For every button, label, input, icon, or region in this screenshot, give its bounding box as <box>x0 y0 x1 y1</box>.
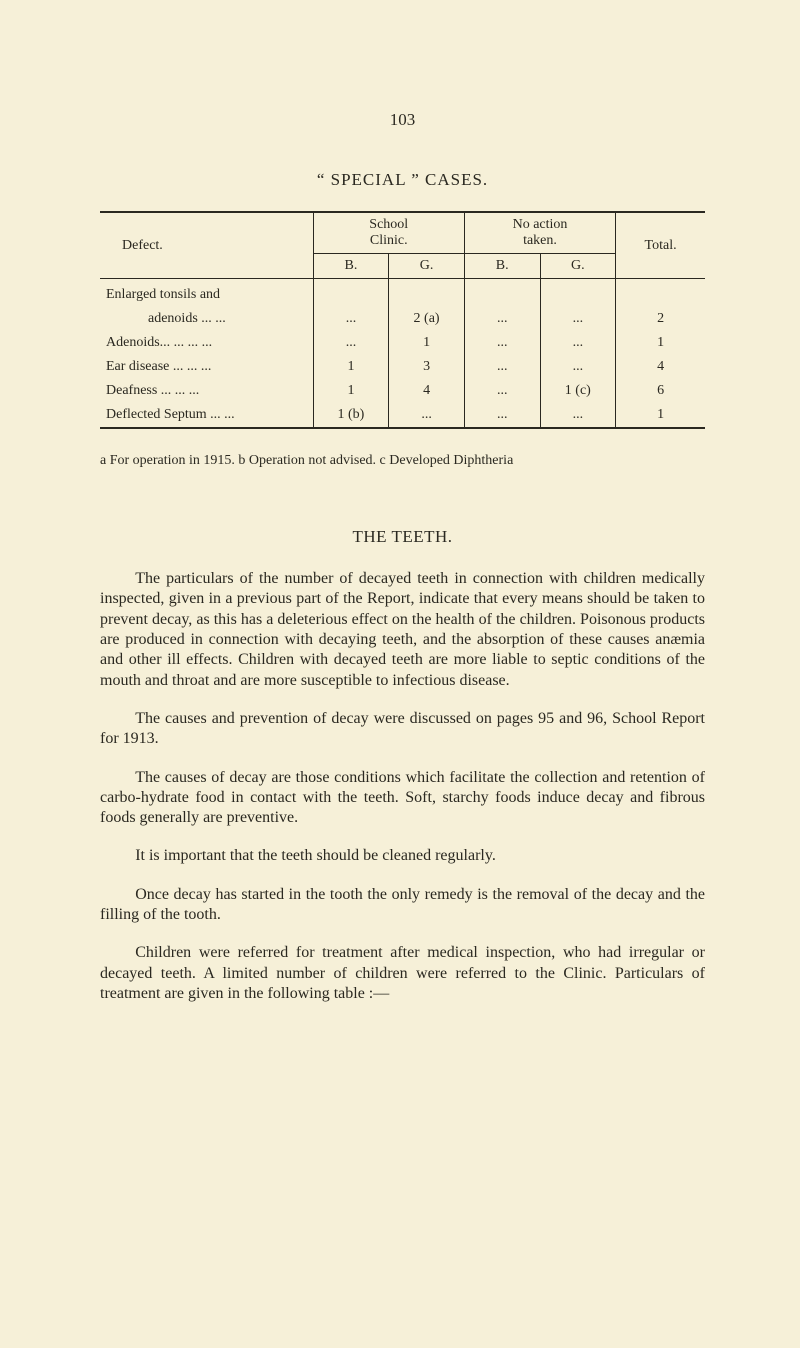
body-paragraph: The causes of decay are those conditions… <box>100 768 705 829</box>
header-school-clinic: School Clinic. <box>313 212 464 254</box>
cell: ... <box>540 307 616 331</box>
table-header-row-1: Defect. School Clinic. No action taken. … <box>100 212 705 254</box>
table-footnote: a For operation in 1915. b Operation not… <box>100 453 705 469</box>
cell-defect: Deafness ... ... ... <box>100 379 313 403</box>
cell: ... <box>389 403 465 428</box>
cell: ... <box>464 331 540 355</box>
cell <box>540 279 616 308</box>
cell-defect: Adenoids... ... ... ... <box>100 331 313 355</box>
cell: ... <box>464 307 540 331</box>
section-title-special-cases: “ SPECIAL ” CASES. <box>100 170 705 190</box>
header-g2: G. <box>540 254 616 279</box>
body-paragraph: Once decay has started in the tooth the … <box>100 885 705 926</box>
header-defect: Defect. <box>100 212 313 279</box>
table-row: adenoids ... ... ... 2 (a) ... ... 2 <box>100 307 705 331</box>
cell: ... <box>313 307 389 331</box>
cell: 1 (b) <box>313 403 389 428</box>
cell: 2 <box>616 307 705 331</box>
special-cases-table: Defect. School Clinic. No action taken. … <box>100 211 705 429</box>
header-g1: G. <box>389 254 465 279</box>
body-paragraph: Children were referred for treatment aft… <box>100 943 705 1004</box>
table-row: Deflected Septum ... ... 1 (b) ... ... .… <box>100 403 705 428</box>
cell: 1 (c) <box>540 379 616 403</box>
cell: 4 <box>389 379 465 403</box>
cell: 4 <box>616 355 705 379</box>
cell <box>313 279 389 308</box>
cell: 2 (a) <box>389 307 465 331</box>
cell <box>389 279 465 308</box>
cell: 3 <box>389 355 465 379</box>
table-row: Enlarged tonsils and <box>100 279 705 308</box>
header-b2: B. <box>464 254 540 279</box>
cell: 6 <box>616 379 705 403</box>
cell <box>464 279 540 308</box>
cell-defect-line2: adenoids ... ... <box>100 307 313 331</box>
cell: ... <box>313 331 389 355</box>
cell: ... <box>464 355 540 379</box>
page-number: 103 <box>100 110 705 130</box>
cell: 1 <box>313 355 389 379</box>
cell-defect: Deflected Septum ... ... <box>100 403 313 428</box>
cell: ... <box>540 355 616 379</box>
table-row: Ear disease ... ... ... 1 3 ... ... 4 <box>100 355 705 379</box>
cell: 1 <box>616 403 705 428</box>
cell-defect-line1: Enlarged tonsils and <box>100 279 313 308</box>
header-total: Total. <box>616 212 705 279</box>
body-paragraph: The causes and prevention of decay were … <box>100 709 705 750</box>
cell: ... <box>540 331 616 355</box>
table-row: Adenoids... ... ... ... ... 1 ... ... 1 <box>100 331 705 355</box>
body-paragraph: The particulars of the number of decayed… <box>100 569 705 691</box>
cell <box>616 279 705 308</box>
cell: ... <box>540 403 616 428</box>
cell: ... <box>464 379 540 403</box>
table-row: Deafness ... ... ... 1 4 ... 1 (c) 6 <box>100 379 705 403</box>
cell-defect: Ear disease ... ... ... <box>100 355 313 379</box>
document-page: 103 “ SPECIAL ” CASES. Defect. School Cl… <box>0 0 800 1082</box>
cell: ... <box>464 403 540 428</box>
cell: 1 <box>616 331 705 355</box>
cell: 1 <box>313 379 389 403</box>
header-no-action: No action taken. <box>464 212 615 254</box>
header-b1: B. <box>313 254 389 279</box>
cell: 1 <box>389 331 465 355</box>
section-heading-teeth: THE TEETH. <box>100 527 705 547</box>
body-paragraph: It is important that the teeth should be… <box>100 846 705 866</box>
